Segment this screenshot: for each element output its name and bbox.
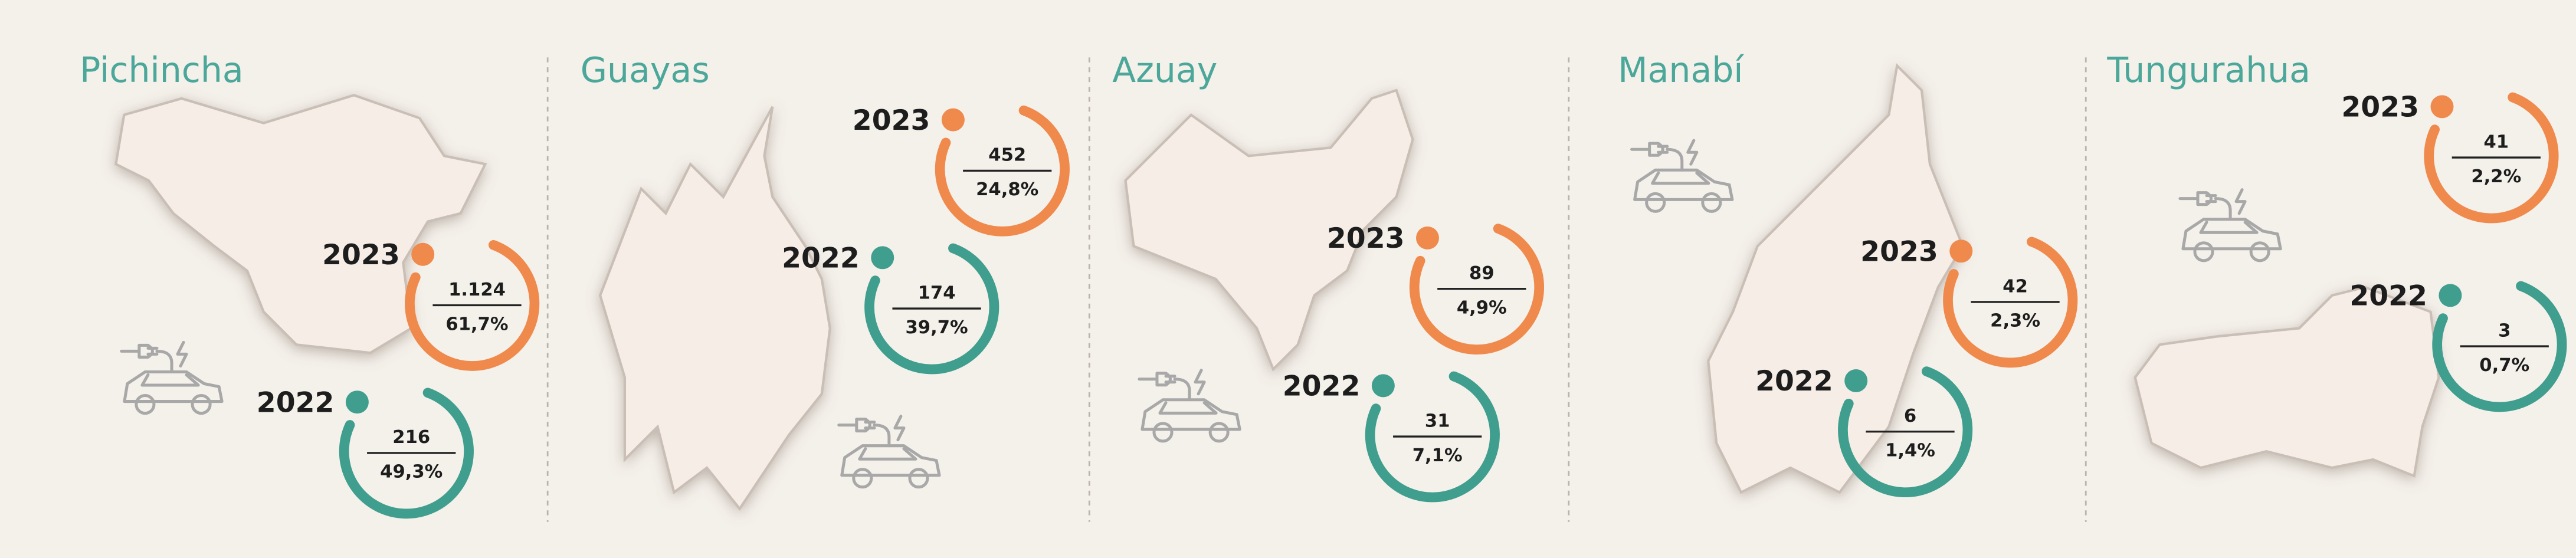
share-value: 4,9%: [1457, 297, 1507, 318]
year-label: 2022: [1755, 365, 1833, 398]
ring: [1409, 224, 1545, 355]
ring: [2432, 281, 2567, 412]
province-map: [1707, 63, 1964, 494]
year-dot: [871, 246, 894, 270]
ring: [405, 240, 540, 371]
share-value: 24,8%: [976, 179, 1038, 200]
year-dot: [411, 242, 435, 266]
year-label: 2023: [1327, 222, 1405, 255]
year-dot: [1371, 374, 1395, 398]
ring: [1943, 237, 2078, 368]
ring: [864, 243, 999, 375]
year-label: 2023: [1860, 235, 1938, 268]
ring: [2424, 92, 2559, 224]
share-value: 1,4%: [1885, 440, 1935, 461]
count-value: 1.124: [448, 280, 506, 300]
year-dot: [2430, 95, 2454, 119]
count-value: 3: [2498, 320, 2511, 341]
year-label: 2023: [2341, 91, 2419, 124]
year-label: 2023: [853, 104, 930, 137]
year-label: 2022: [782, 242, 860, 275]
ring: [1365, 371, 1500, 503]
year-label: 2023: [322, 239, 400, 271]
province-map: [1124, 88, 1414, 372]
ring: [1838, 366, 1973, 498]
count-value: 216: [392, 427, 430, 448]
province-map: [598, 106, 831, 511]
share-value: 39,7%: [906, 317, 968, 338]
count-value: 41: [2484, 132, 2509, 152]
year-dot: [1949, 239, 1973, 263]
ring: [339, 388, 474, 519]
province-title: Manabí: [1618, 50, 1744, 90]
share-value: 7,1%: [1412, 445, 1463, 466]
count-value: 6: [1904, 406, 1916, 426]
province-title: Azuay: [1112, 50, 1217, 90]
year-dot: [345, 390, 369, 414]
year-dot: [2439, 284, 2462, 307]
province-title: Guayas: [581, 50, 710, 90]
province-title: Tungurahua: [2106, 50, 2310, 90]
province-title: Pichincha: [80, 50, 243, 90]
share-value: 2,3%: [1990, 311, 2040, 331]
count-value: 31: [1425, 411, 1450, 431]
share-value: 2,2%: [2471, 166, 2521, 187]
count-value: 42: [2003, 276, 2028, 297]
year-label: 2022: [1283, 370, 1361, 403]
share-value: 61,7%: [445, 314, 508, 334]
year-label: 2022: [257, 386, 335, 419]
year-dot: [941, 108, 965, 132]
share-value: 49,3%: [380, 462, 443, 482]
count-value: 174: [918, 283, 956, 303]
count-value: 452: [988, 145, 1026, 166]
count-value: 89: [1469, 263, 1495, 284]
share-value: 0,7%: [2479, 355, 2529, 376]
year-dot: [1416, 226, 1439, 250]
year-label: 2022: [2349, 280, 2427, 313]
year-dot: [1844, 369, 1868, 392]
province-map: [2133, 285, 2440, 478]
ring: [935, 105, 1070, 237]
